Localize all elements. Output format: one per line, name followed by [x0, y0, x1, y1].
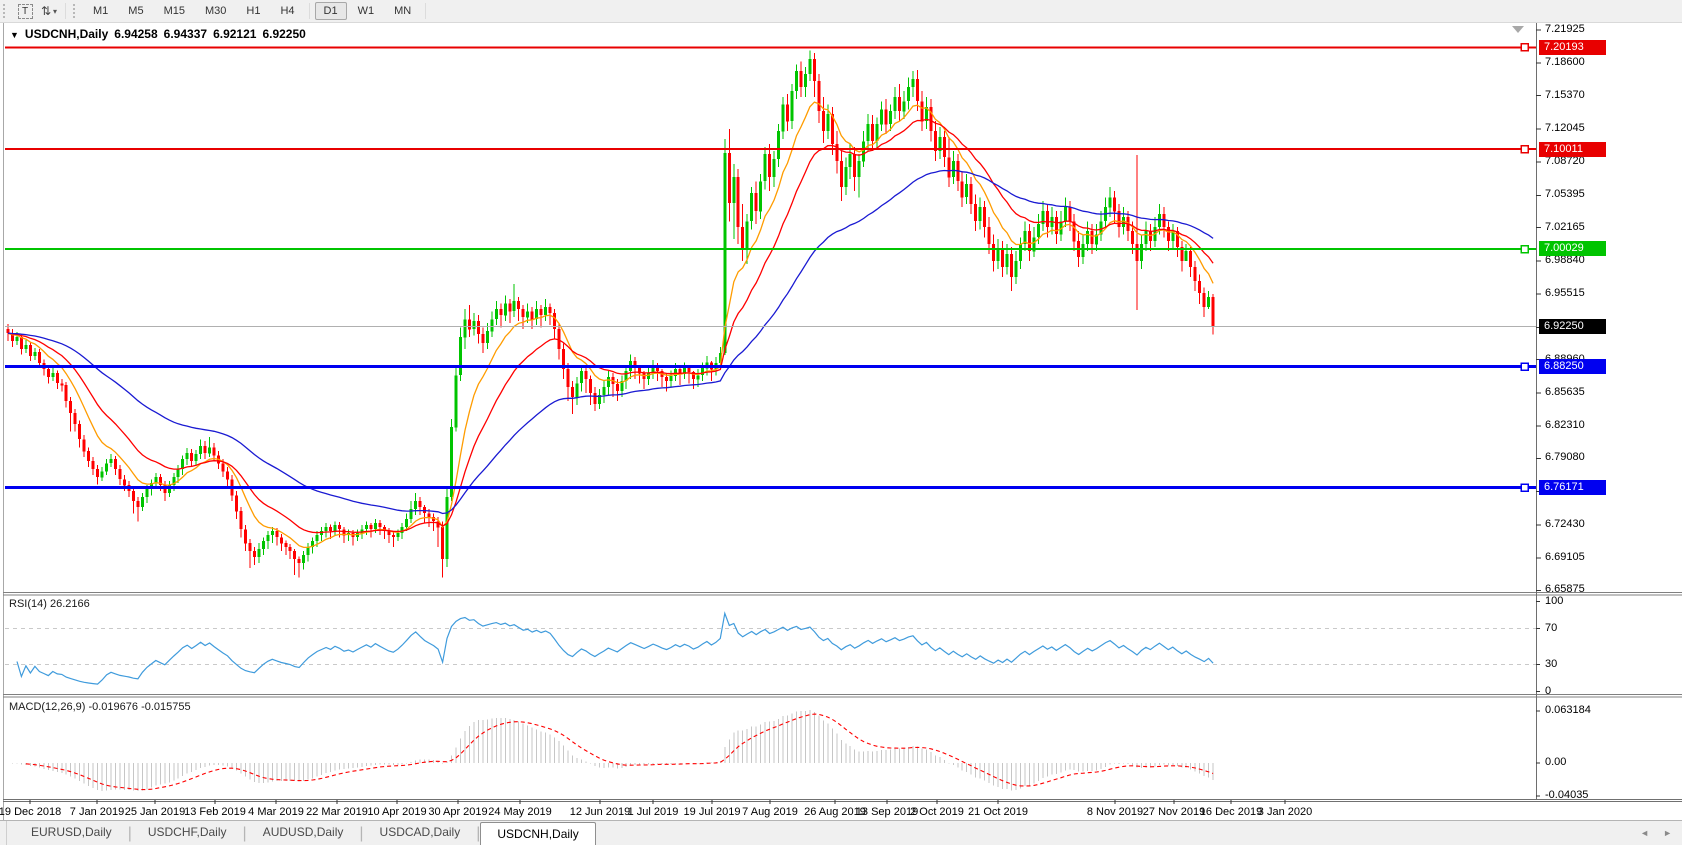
chart-tab-usdcnh-daily[interactable]: USDCNH,Daily: [480, 822, 596, 845]
chart-tab-bar: EURUSD,Daily | USDCHF,Daily | AUDUSD,Daily | U…: [0, 820, 1682, 845]
timeframe-button-group: M1 M5 M15 M30 H1 H4 D1 W1 MN: [83, 2, 430, 20]
toolbar-separator: [65, 3, 66, 19]
chart-tabs: EURUSD,Daily | USDCHF,Daily | AUDUSD,Daily | U…: [15, 821, 596, 845]
symbol-dropdown-icon[interactable]: ▼: [10, 30, 19, 40]
timeframe-button-w1[interactable]: W1: [357, 5, 375, 17]
toolbar-grip[interactable]: [3, 4, 8, 18]
timeframe-button-m15[interactable]: M15: [163, 5, 185, 17]
tab-separator: |: [242, 825, 247, 842]
macd-signal-line: [25, 713, 1214, 791]
quote-open: 6.94258: [114, 27, 158, 41]
tab-bar-grip: [0, 821, 7, 845]
quote-close: 6.92250: [262, 27, 306, 41]
candlestick-series: [6, 50, 1215, 578]
moving-average-21: [7, 118, 1214, 534]
chevron-down-icon: ▾: [53, 6, 58, 16]
arrange-charts-button[interactable]: ⇅ ▾: [39, 2, 59, 20]
arrange-charts-icon: ⇅: [40, 4, 52, 18]
tab-separator: |: [127, 825, 132, 842]
chart-tab-eurusd-daily[interactable]: EURUSD,Daily: [31, 825, 112, 839]
toolbar-separator: [308, 3, 310, 19]
tab-scrollers: ◄ ►: [1640, 821, 1682, 845]
toolbar: T ⇅ ▾ M1 M5 M15 M30 H1 H4 D1 W1 MN: [0, 0, 1682, 23]
moving-average-10: [7, 101, 1214, 549]
timeframe-button-d1[interactable]: D1: [314, 2, 347, 20]
chart-tab-usdchf-daily[interactable]: USDCHF,Daily: [147, 825, 227, 839]
tab-separator: |: [476, 825, 481, 842]
quote-low: 6.92121: [213, 27, 257, 41]
moving-average-55: [7, 169, 1214, 515]
rsi-panel-header: RSI(14) 26.2166: [9, 598, 90, 610]
timeframe-button-m1[interactable]: M1: [93, 5, 109, 17]
timeframe-button-h4[interactable]: H4: [280, 5, 295, 17]
chart-title: ▼ USDCNH,Daily 6.94258 6.94337 6.92121 6.9225…: [10, 27, 306, 41]
chart-tab-audusd-daily[interactable]: AUDUSD,Daily: [262, 825, 344, 839]
tab-scroll-left-arrow[interactable]: ◄: [1640, 828, 1650, 838]
tab-separator: |: [359, 825, 364, 842]
text-tool-icon: T: [17, 3, 33, 19]
timeframe-button-mn[interactable]: MN: [394, 5, 412, 17]
macd-histogram: [12, 710, 1214, 792]
timeframe-button-h1[interactable]: H1: [246, 5, 261, 17]
horizontal-level-lines[interactable]: [5, 43, 1536, 492]
tab-scroll-right-arrow[interactable]: ►: [1663, 828, 1672, 838]
chart-tab-usdcad-daily[interactable]: USDCAD,Daily: [379, 825, 461, 839]
toolbar-separator: [425, 3, 427, 19]
rsi-line: [16, 611, 1214, 685]
macd-panel-header: MACD(12,26,9) -0.019676 -0.015755: [9, 701, 191, 713]
chart-symbol-period: USDCNH,Daily: [24, 27, 109, 41]
timeframe-button-m5[interactable]: M5: [128, 5, 144, 17]
chart-window-left-border: [3, 23, 4, 821]
text-label-tool-button[interactable]: T: [15, 2, 35, 20]
quote-high: 6.94337: [163, 27, 208, 41]
timeframe-button-m30[interactable]: M30: [204, 5, 227, 17]
chart-scroll-marker: [1512, 26, 1524, 33]
toolbar-grip[interactable]: [73, 4, 78, 18]
